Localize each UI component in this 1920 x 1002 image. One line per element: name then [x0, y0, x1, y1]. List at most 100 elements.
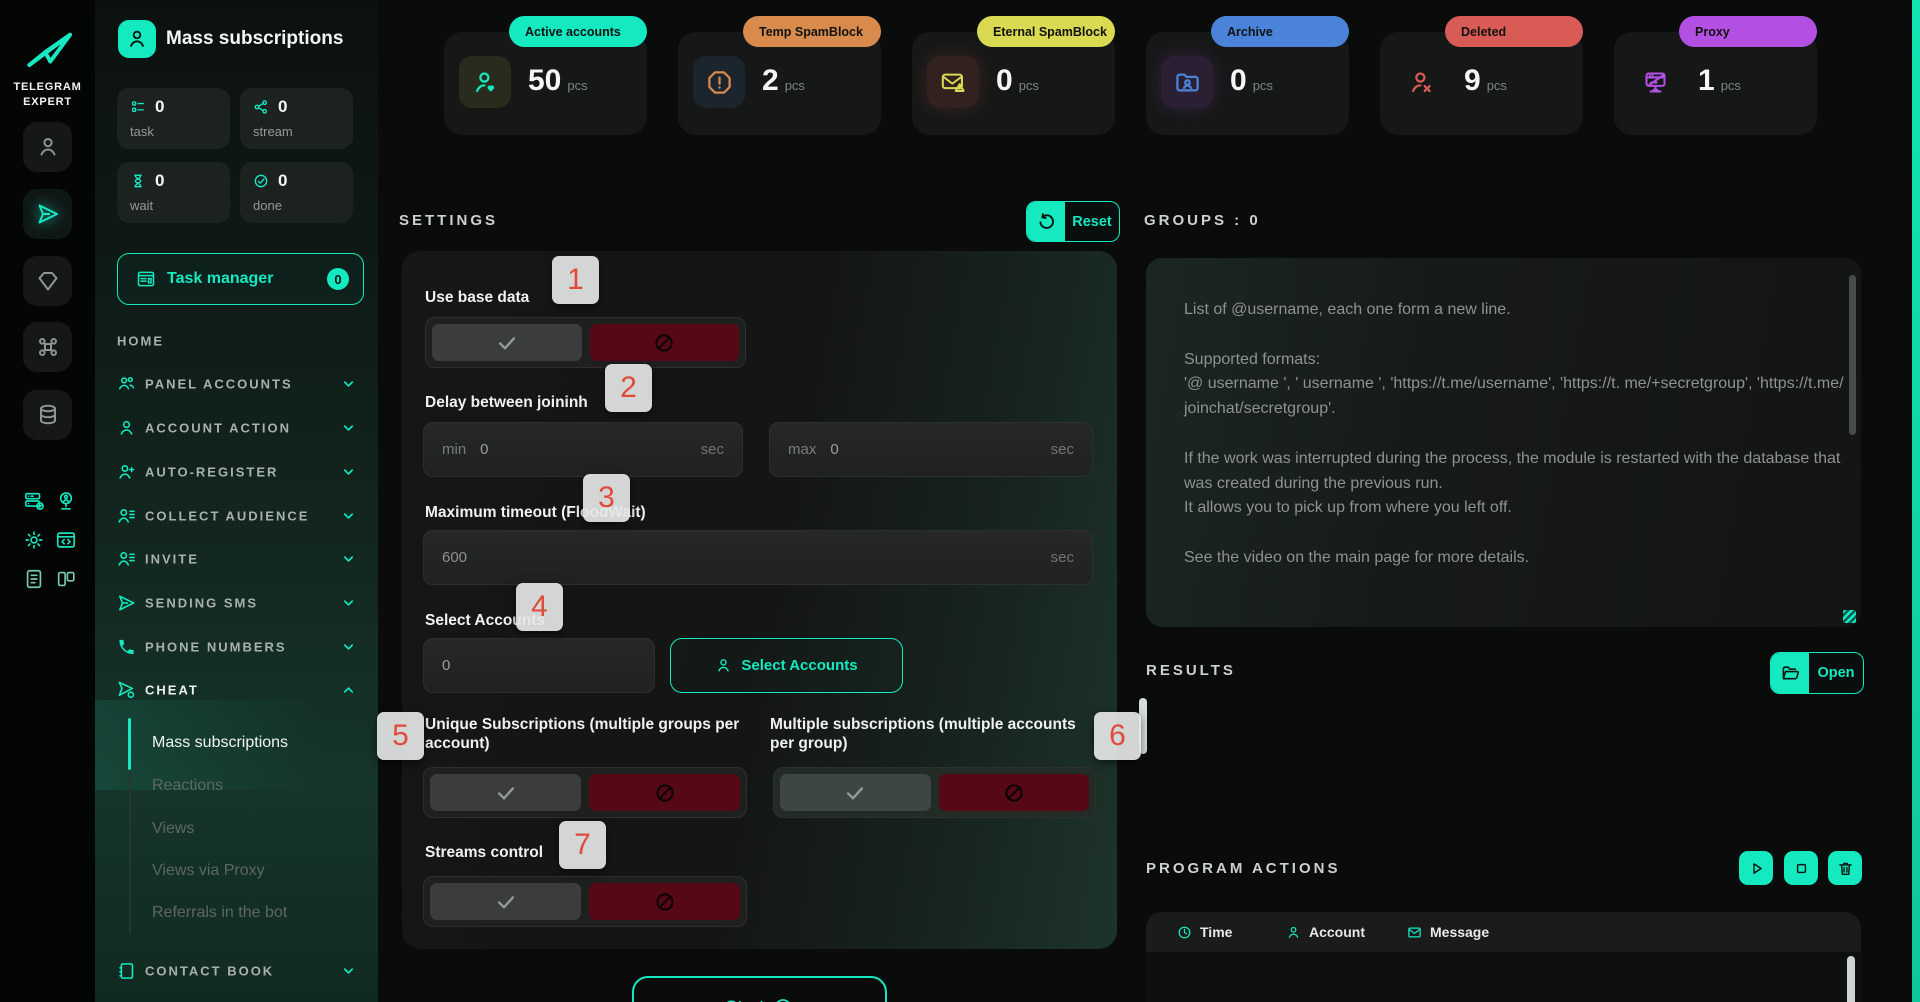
nav-account-action[interactable]: ACCOUNT ACTION: [95, 408, 378, 448]
code-window-icon[interactable]: [55, 529, 77, 551]
kanban-icon[interactable]: [55, 568, 77, 590]
submenu-reactions[interactable]: Reactions: [152, 777, 224, 794]
nav-cheat[interactable]: CHEAT: [95, 670, 378, 710]
chevron-down-icon: [341, 596, 356, 611]
nav-phone-numbers[interactable]: PHONE NUMBERS: [95, 627, 378, 667]
program-actions-table: Time Account Message: [1146, 912, 1861, 1002]
stat-task: 0 task: [117, 88, 230, 149]
person-icon: [1286, 925, 1301, 940]
toggle-no-button[interactable]: [589, 324, 739, 361]
start-button[interactable]: Start: [632, 976, 887, 1002]
nav-auto-register[interactable]: AUTO-REGISTER: [95, 452, 378, 492]
mail-warning-icon: [927, 56, 979, 108]
delay-label: Delay between joininh: [425, 394, 588, 411]
page-scrollbar[interactable]: [1912, 0, 1920, 1002]
stat-wait: 0 wait: [117, 162, 230, 223]
nav-panel-accounts[interactable]: PANEL ACCOUNTS: [95, 364, 378, 404]
groups-scrollbar[interactable]: [1849, 275, 1856, 435]
page-title: Mass subscriptions: [166, 28, 344, 49]
unique-subscriptions-label: Unique Subscriptions (multiple groups pe…: [425, 716, 740, 753]
person-list-icon: [117, 550, 136, 569]
rail-profile-button[interactable]: [23, 122, 72, 172]
card-archive: Archive 0 pcs: [1146, 16, 1349, 135]
toggle-no-button[interactable]: [589, 883, 740, 920]
table-scrollbar[interactable]: [1847, 956, 1855, 1002]
multiple-subscriptions-toggle: [773, 767, 1096, 818]
delay-max-input[interactable]: max 0 sec: [769, 422, 1093, 477]
toggle-no-button[interactable]: [938, 774, 1089, 811]
card-deleted: Deleted 9 pcs: [1380, 16, 1583, 135]
brand-name: TELEGRAM EXPERT: [13, 81, 82, 108]
chevron-down-icon: [341, 509, 356, 524]
nav-collect-audience[interactable]: COLLECT AUDIENCE: [95, 496, 378, 536]
step-badge-2: 2: [605, 364, 652, 412]
toggle-yes-button[interactable]: [430, 774, 581, 811]
rail-premium-button[interactable]: [23, 256, 72, 306]
nav-sending-sms[interactable]: SENDING SMS: [95, 583, 378, 623]
chevron-up-icon: [341, 683, 356, 698]
column-account: Account: [1286, 912, 1365, 952]
submenu-mass-subscriptions[interactable]: Mass subscriptions: [152, 734, 289, 751]
card-proxy: Proxy 1 pcs: [1614, 16, 1817, 135]
page-icon: [118, 20, 156, 58]
nav-contact-book[interactable]: CONTACT BOOK: [95, 951, 378, 991]
status-badge: Active accounts: [509, 16, 647, 47]
rail-telegram-button[interactable]: [23, 189, 72, 239]
check-icon: [844, 782, 866, 804]
reset-icon: [1027, 202, 1065, 241]
checklist-icon: [130, 99, 146, 115]
delay-min-input[interactable]: min 0 sec: [423, 422, 743, 477]
delete-log-button[interactable]: [1828, 851, 1862, 885]
toggle-yes-button[interactable]: [780, 774, 931, 811]
gear-icon[interactable]: [23, 529, 45, 551]
toggle-yes-button[interactable]: [430, 883, 581, 920]
groups-input[interactable]: List of @username, each one form a new l…: [1146, 258, 1861, 627]
person-x-icon: [1395, 56, 1447, 108]
check-icon: [496, 332, 518, 354]
column-time: Time: [1177, 912, 1232, 952]
server-check-icon[interactable]: [23, 490, 45, 512]
table-header-row: Time Account Message: [1146, 912, 1861, 952]
nav-home[interactable]: HOME: [117, 333, 164, 349]
no-entry-icon: [654, 782, 676, 804]
open-results-button[interactable]: Open: [1770, 652, 1864, 694]
streams-control-label: Streams control: [425, 844, 544, 861]
folder-user-icon: [1161, 56, 1213, 108]
stop-button[interactable]: [1784, 851, 1818, 885]
use-base-data-label: Use base data: [425, 289, 530, 306]
active-item-glow: [95, 700, 378, 790]
document-icon[interactable]: [23, 568, 45, 590]
share-icon: [253, 99, 269, 115]
submenu-views[interactable]: Views: [152, 820, 195, 837]
toggle-no-button[interactable]: [589, 774, 740, 811]
program-actions-heading: PROGRAM ACTIONS: [1146, 860, 1341, 877]
rail-command-button[interactable]: [23, 322, 72, 372]
resize-handle[interactable]: [1843, 610, 1856, 623]
submenu-views-via-proxy[interactable]: Views via Proxy: [152, 862, 265, 879]
play-button[interactable]: [1739, 851, 1773, 885]
select-accounts-button[interactable]: Select Accounts: [670, 638, 903, 693]
use-base-data-toggle: [425, 317, 746, 368]
webcam-person-icon[interactable]: [55, 490, 77, 512]
status-badge: Eternal SpamBlock: [977, 16, 1115, 47]
no-entry-icon: [653, 332, 675, 354]
left-rail: TELEGRAM EXPERT: [0, 0, 95, 1002]
toggle-yes-button[interactable]: [432, 324, 582, 361]
accounts-count-input[interactable]: 0: [423, 638, 655, 693]
nav-invite[interactable]: INVITE: [95, 539, 378, 579]
streams-control-toggle: [423, 876, 747, 927]
multiple-subscriptions-label: Multiple subscriptions (multiple account…: [770, 716, 1076, 753]
status-badge: Deleted: [1445, 16, 1583, 47]
task-manager-badge: 0: [327, 268, 349, 290]
reset-button[interactable]: Reset: [1026, 201, 1120, 242]
status-badge: Temp SpamBlock: [743, 16, 881, 47]
person-icon: [715, 657, 732, 674]
results-scrollbar[interactable]: [1139, 698, 1147, 754]
no-entry-icon: [1003, 782, 1025, 804]
rail-database-button[interactable]: [23, 390, 72, 440]
task-manager-button[interactable]: Task manager 0: [117, 253, 364, 305]
step-badge-7: 7: [559, 821, 606, 869]
timeout-input[interactable]: 600 sec: [423, 530, 1093, 585]
submenu-referrals[interactable]: Referrals in the bot: [152, 904, 288, 921]
